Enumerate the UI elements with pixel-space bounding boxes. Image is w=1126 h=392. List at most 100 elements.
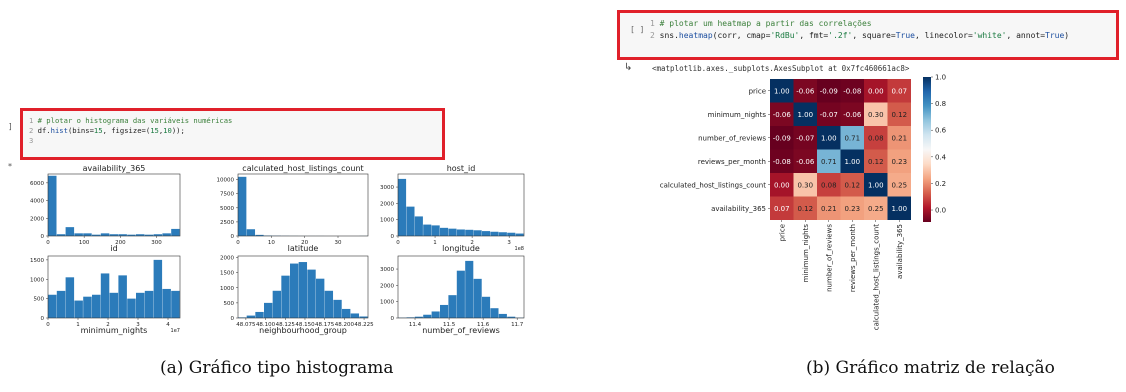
heatmap-cell-label: 0.25	[891, 181, 907, 189]
heatmap-row-label: price	[749, 87, 766, 95]
cell-run-button[interactable]: [ ]	[630, 25, 645, 34]
code-token: )	[1064, 31, 1070, 40]
x-tick-label: 11.4	[409, 322, 422, 328]
axes-frame	[397, 173, 525, 237]
heatmap-cell	[840, 79, 864, 103]
hist-bar	[74, 300, 83, 318]
heatmap-cell	[770, 149, 794, 173]
colorbar-tick-label: 1.0	[935, 74, 946, 82]
code-token: 15	[93, 126, 103, 135]
y-tick-label: 2500	[220, 220, 234, 226]
heatmap-cell-label: 0.12	[891, 111, 907, 119]
y-tick-label: 3000	[380, 267, 394, 273]
x-tick-label: 30	[335, 240, 342, 246]
x-tick-label: 48.075	[236, 322, 256, 328]
output-repr: <matplotlib.axes._subplots.AxesSubplot a…	[652, 64, 910, 73]
heatmap-cell	[770, 102, 794, 126]
y-tick-label: 0	[231, 316, 235, 322]
code-cell-histogram[interactable]: 1 # plotar o histograma das variáveis nu…	[20, 108, 445, 160]
heatmap-cell	[840, 196, 864, 220]
x-tick-label: 100	[79, 240, 90, 246]
code-cell-heatmap[interactable]: [ ] 1 # plotar um heatmap a partir das c…	[617, 10, 1119, 60]
heatmap-cell	[817, 149, 841, 173]
hist-bar	[118, 234, 127, 236]
y-tick-label: 6000	[30, 181, 44, 187]
colorbar-tick-label: 0.2	[935, 180, 946, 188]
next-title-label: latitude	[288, 244, 319, 253]
hist-bar	[498, 313, 507, 318]
code-line: 3	[29, 136, 38, 145]
heatmap-cell	[864, 126, 888, 150]
y-tick-label: 1000	[380, 218, 394, 224]
code-token: , fmt=	[799, 31, 829, 40]
code-token: 'white'	[972, 31, 1007, 40]
x-tick-label: 48.225	[354, 322, 374, 328]
y-tick-label: 0	[41, 316, 45, 322]
heatmap-cell	[770, 173, 794, 197]
colorbar-tick-label: 0.0	[935, 207, 946, 215]
hist-bar	[238, 176, 247, 236]
heatmap-cell-label: -0.06	[773, 111, 792, 119]
y-tick-label: 3000	[380, 185, 394, 191]
hist-bar	[127, 234, 136, 236]
cell-gutter: ]	[8, 122, 13, 131]
heatmap-cell-label: 0.71	[844, 134, 860, 142]
heatmap-cell-label: 0.30	[797, 181, 813, 189]
hist-bar	[465, 229, 474, 236]
chart-title: host_id	[447, 164, 476, 173]
heatmap-cell-label: 1.00	[891, 205, 907, 213]
hist-bar	[136, 292, 145, 318]
hist-bar	[92, 294, 101, 318]
heatmap-cell-label: 1.00	[844, 158, 860, 166]
heatmap-cell-label: 0.21	[891, 134, 907, 142]
y-tick-label: 10000	[217, 178, 235, 184]
y-tick-label: 2000	[30, 216, 44, 222]
hist-bar	[136, 234, 145, 236]
heatmap-cell	[793, 79, 817, 103]
hist-bar	[171, 290, 180, 318]
hist-bar	[255, 311, 264, 318]
code-token: 15	[150, 126, 159, 135]
heatmap-cell-label: 0.08	[868, 134, 884, 142]
heatmap-cell-label: 0.30	[868, 111, 884, 119]
heatmap-col-label: minimum_nights	[802, 224, 810, 283]
axes-frame	[237, 255, 369, 319]
heatmap-row-label: calculated_host_listings_count	[660, 181, 766, 189]
heatmap-cell	[817, 102, 841, 126]
heatmap-cell	[770, 79, 794, 103]
hist-bar	[448, 295, 457, 318]
output-icon: ↳	[624, 62, 633, 73]
code-token: sns.	[659, 31, 679, 40]
hist-bar	[83, 296, 92, 318]
x-tick-label: 3	[136, 322, 140, 328]
heatmap-cell	[770, 126, 794, 150]
hist-bar	[507, 316, 516, 318]
x-tick-label: 0	[236, 240, 240, 246]
code-token: , square=	[852, 31, 896, 40]
chart-title: calculated_host_listings_count	[242, 164, 363, 173]
heatmap-cell	[793, 173, 817, 197]
code-line: 2 df.hist(bins=15, figsize=(15,10));	[29, 126, 185, 135]
hist-bar	[255, 234, 264, 236]
heatmap-cell	[840, 102, 864, 126]
heatmap-cell	[793, 102, 817, 126]
x-tick-label: 0	[396, 240, 400, 246]
axes-frame	[237, 173, 369, 237]
heatmap-cell-label: 0.08	[821, 181, 837, 189]
code-token: (corr, cmap=	[712, 31, 771, 40]
hist-bar	[298, 262, 308, 318]
hist-bar	[490, 231, 499, 236]
hist-bar	[482, 296, 491, 318]
hist-bar	[440, 304, 449, 318]
hist-bar	[281, 275, 290, 318]
x-tick-label: 200	[115, 240, 126, 246]
heatmap-cell	[887, 126, 911, 150]
code-token: True	[1045, 31, 1065, 40]
x-tick-label: 300	[151, 240, 162, 246]
histogram-0: availability_365 0 2000 4000 6000 0 100 200 300 i…	[30, 164, 181, 253]
hist-bar	[414, 316, 423, 318]
heatmap-cell-label: 0.23	[891, 158, 907, 166]
histogram-2: host_id 0 1000 2000 3000 0 1 2 3 1e8 longitude	[380, 164, 525, 253]
